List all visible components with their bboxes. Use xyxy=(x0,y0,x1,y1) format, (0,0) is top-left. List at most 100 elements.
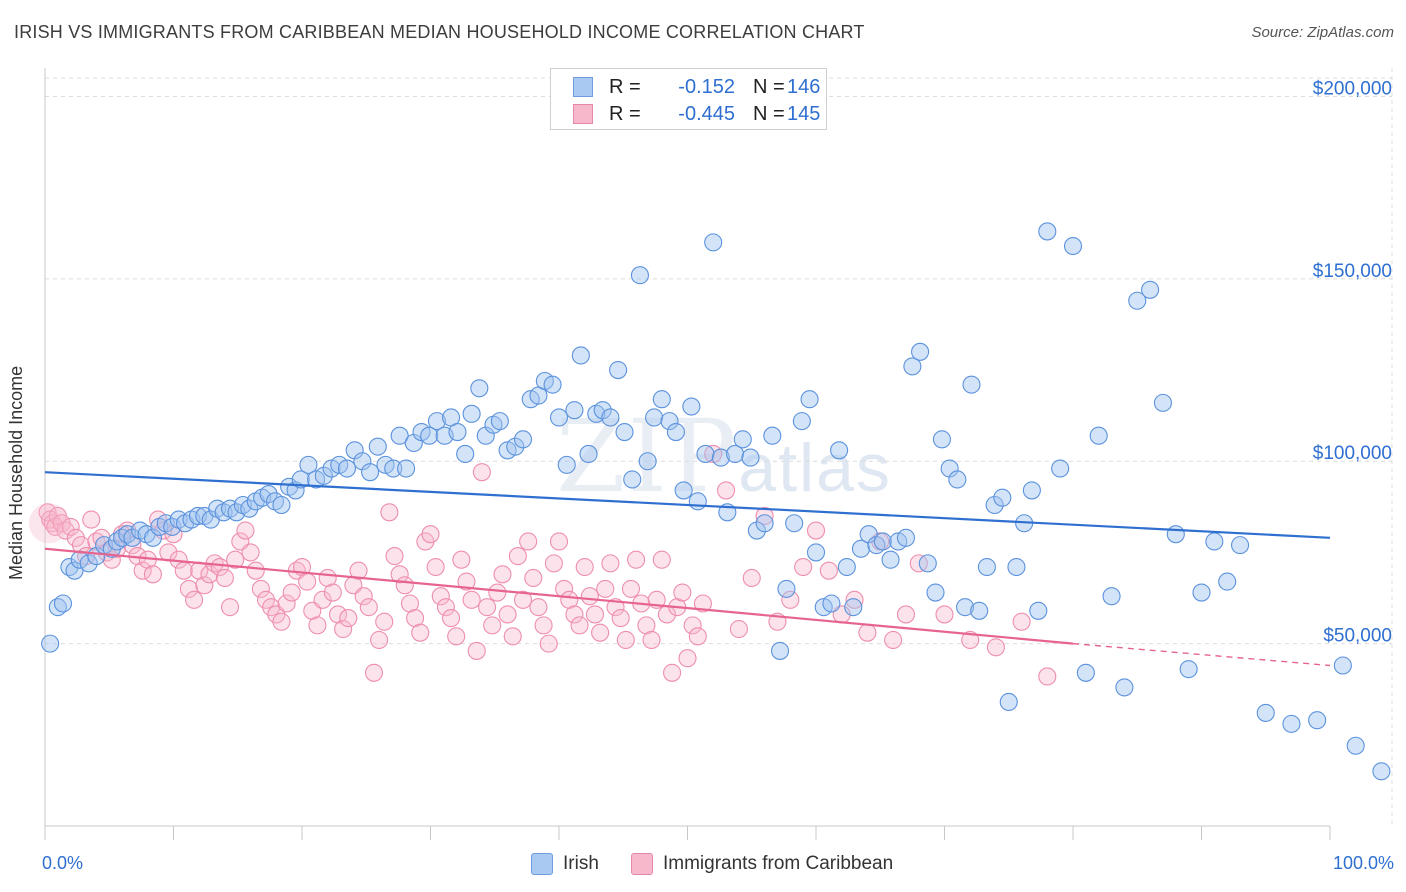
irish-point xyxy=(490,412,509,431)
caribbean-point xyxy=(277,594,296,613)
irish-point xyxy=(571,346,590,365)
caribbean-point xyxy=(477,598,497,617)
caribbean-point xyxy=(298,572,317,591)
n-value: 145 xyxy=(787,103,821,125)
caribbean-point xyxy=(195,576,214,595)
irish-point xyxy=(830,441,849,460)
caribbean-point xyxy=(385,547,404,566)
irish-point xyxy=(911,342,930,361)
irish-point xyxy=(851,539,871,558)
caribbean-point xyxy=(693,594,712,613)
irish-point xyxy=(1179,660,1198,679)
irish-point xyxy=(1346,736,1365,755)
irish-point xyxy=(1166,525,1185,544)
caribbean-point xyxy=(503,627,522,646)
caribbean-point xyxy=(390,565,409,584)
irish-point xyxy=(926,583,945,602)
caribbean-point xyxy=(858,623,877,642)
irish-point xyxy=(240,499,259,518)
y-tick-labels: $50,000 $100,000 $150,000 $200,000 xyxy=(1313,78,1392,646)
caribbean-point xyxy=(323,583,342,602)
caribbean-point xyxy=(688,627,707,646)
caribbean-point xyxy=(642,630,661,650)
caribbean-point xyxy=(82,510,101,529)
caribbean-point xyxy=(627,550,646,569)
caribbean-point xyxy=(282,583,301,602)
irish-point xyxy=(593,401,612,420)
caribbean-point xyxy=(61,517,80,536)
caribbean-point xyxy=(819,561,838,580)
y-tick-label: $200,000 xyxy=(1313,78,1392,99)
irish-point xyxy=(1022,481,1041,500)
irish-point xyxy=(113,528,132,547)
caribbean-point xyxy=(447,627,466,646)
caribbean-point xyxy=(411,623,430,642)
caribbean-point xyxy=(935,605,954,624)
caribbean-point xyxy=(896,605,916,624)
caribbean-point xyxy=(652,550,671,569)
caribbean-point xyxy=(596,579,615,598)
caribbean-point xyxy=(570,616,589,635)
caribbean-point xyxy=(544,554,563,573)
irish-point xyxy=(420,426,439,445)
irish-point xyxy=(565,401,584,420)
irish-point xyxy=(873,532,892,551)
irish-point xyxy=(1231,536,1250,555)
caribbean-point xyxy=(519,532,538,551)
caribbean-point xyxy=(364,663,384,682)
caribbean-point xyxy=(585,605,605,624)
caribbean-point xyxy=(56,521,75,540)
irish-point xyxy=(652,390,671,409)
caribbean-point xyxy=(845,590,864,609)
irish-point xyxy=(1333,656,1352,675)
irish-point xyxy=(1007,557,1026,577)
caribbean-point xyxy=(457,572,476,591)
caribbean-point xyxy=(493,565,512,584)
irish-point xyxy=(623,470,642,489)
irish-point xyxy=(462,404,481,423)
irish-point xyxy=(682,397,701,416)
irish-point xyxy=(1282,714,1301,733)
caribbean-point xyxy=(1038,667,1057,686)
irish-point xyxy=(822,594,841,613)
caribbean-point xyxy=(421,525,440,544)
caribbean-point xyxy=(539,634,558,653)
caribbean-point xyxy=(133,561,152,580)
caribbean-point xyxy=(241,543,260,562)
irish-point xyxy=(638,452,657,471)
caribbean-point xyxy=(220,598,240,617)
irish-point xyxy=(65,561,84,580)
y-tick-label: $100,000 xyxy=(1313,443,1392,464)
caribbean-point xyxy=(339,609,358,628)
caribbean-point xyxy=(621,579,641,598)
caribbean-point xyxy=(716,481,736,500)
caribbean-point xyxy=(683,616,702,635)
caribbean-point xyxy=(143,565,162,584)
irish-point xyxy=(741,448,760,467)
caribbean-point xyxy=(462,590,481,609)
series-legend: Irish Immigrants from Caribbean xyxy=(0,852,1406,878)
irish-point xyxy=(384,459,403,478)
irish-point xyxy=(881,550,900,569)
irish-point xyxy=(259,485,278,504)
r-label: R = xyxy=(609,76,641,98)
n-label: N = xyxy=(753,76,785,98)
irish-point xyxy=(844,598,863,617)
irish-point xyxy=(630,266,650,285)
legend-label-caribbean: Immigrants from Caribbean xyxy=(663,853,894,874)
caribbean-point xyxy=(524,568,543,588)
legend-label-irish: Irish xyxy=(563,853,599,874)
r-value: -0.445 xyxy=(678,103,735,125)
irish-point xyxy=(390,426,409,445)
irish-point xyxy=(777,579,796,598)
caribbean-point xyxy=(472,463,491,482)
irish-point xyxy=(143,528,162,547)
caribbean-point xyxy=(678,649,697,668)
legend-swatch-irish xyxy=(573,77,593,97)
irish-point xyxy=(1076,663,1095,682)
caribbean-point xyxy=(742,568,761,588)
irish-point xyxy=(1051,459,1070,478)
irish-point xyxy=(763,426,782,445)
caribbean-point xyxy=(575,557,594,577)
irish-point xyxy=(948,470,967,489)
